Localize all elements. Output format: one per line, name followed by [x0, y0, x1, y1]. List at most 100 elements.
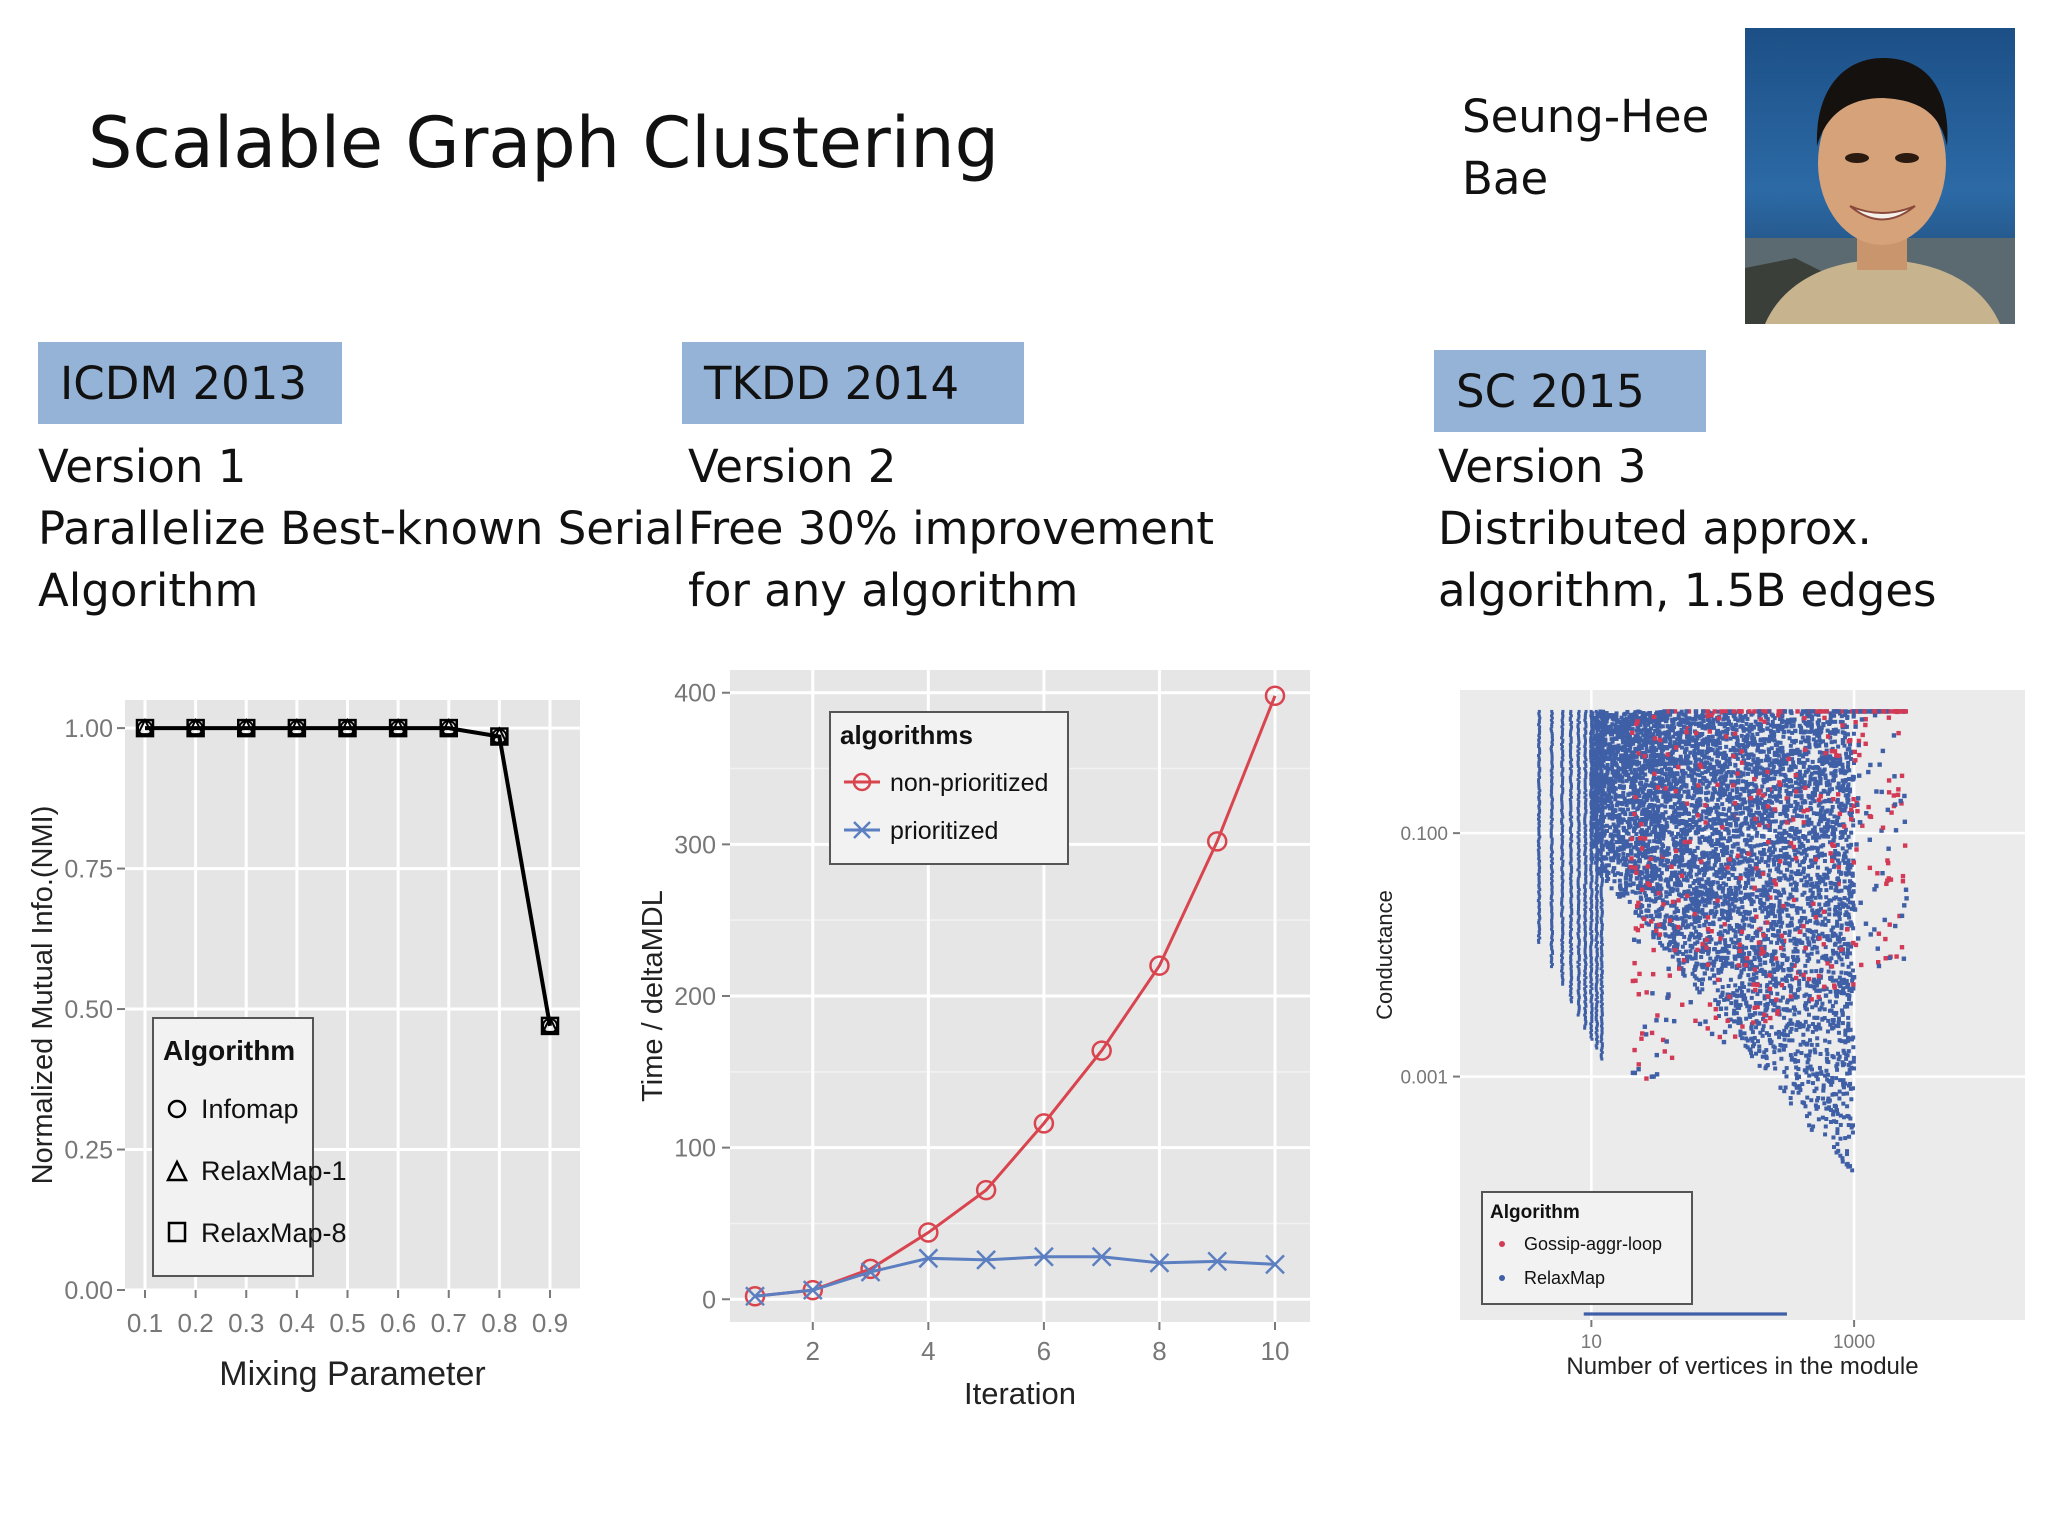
- scatter-point: [1728, 890, 1733, 895]
- scatter-point: [1815, 849, 1820, 854]
- scatter-point: [1618, 845, 1623, 850]
- scatter-point: [1823, 882, 1828, 887]
- scatter-point: [1651, 932, 1656, 937]
- scatter-point: [1616, 776, 1621, 781]
- scatter-point: [1569, 745, 1573, 749]
- scatter-point: [1615, 892, 1620, 897]
- scatter-point: [1655, 758, 1660, 763]
- scatter-point: [1590, 936, 1594, 940]
- scatter-point: [1834, 960, 1839, 965]
- scatter-point: [1584, 956, 1588, 960]
- scatter-point: [1671, 720, 1676, 725]
- scatter-point: [1809, 1127, 1814, 1132]
- scatter-point: [1600, 879, 1604, 883]
- scatter-point: [1834, 1119, 1839, 1124]
- scatter-point: [1569, 826, 1573, 830]
- scatter-point: [1583, 903, 1587, 907]
- scatter-point: [1793, 946, 1798, 951]
- scatter-point: [1560, 907, 1564, 911]
- scatter-point: [1537, 773, 1541, 777]
- scatter-point: [1577, 947, 1581, 951]
- scatter-point: [1799, 940, 1804, 945]
- scatter-point: [1569, 738, 1573, 742]
- scatter-point: [1809, 951, 1814, 956]
- scatter-point: [1583, 894, 1587, 898]
- scatter-point: [1624, 883, 1629, 888]
- scatter-point: [1577, 837, 1581, 841]
- scatter-point: [1600, 1037, 1604, 1041]
- scatter-point: [1584, 837, 1588, 841]
- scatter-point: [1657, 762, 1662, 767]
- scatter-point: [1576, 1013, 1580, 1017]
- scatter-point: [1636, 884, 1641, 889]
- scatter-point: [1781, 1047, 1786, 1052]
- scatter-point: [1599, 888, 1603, 892]
- scatter-point: [1775, 991, 1780, 996]
- scatter-point: [1569, 852, 1573, 856]
- scatter-point: [1700, 749, 1705, 754]
- scatter-point: [1583, 945, 1587, 949]
- scatter-point: [1845, 1028, 1850, 1033]
- scatter-point: [1549, 718, 1553, 722]
- scatter-point: [1787, 933, 1792, 938]
- scatter-point: [1625, 720, 1630, 725]
- scatter-point: [1583, 980, 1587, 984]
- scatter-point: [1590, 762, 1594, 766]
- scatter-point: [1549, 727, 1553, 731]
- scatter-point: [1836, 1020, 1841, 1025]
- scatter-point: [1576, 762, 1580, 766]
- scatter-point: [1600, 991, 1604, 995]
- scatter-point: [1583, 951, 1587, 955]
- scatter-point: [1560, 734, 1564, 738]
- scatter-point: [1750, 769, 1755, 774]
- scatter-point: [1561, 782, 1565, 786]
- scatter-point: [1679, 842, 1684, 847]
- scatter-point: [1577, 905, 1581, 909]
- scatter-point: [1788, 874, 1793, 879]
- tick-label-x: 0.6: [380, 1308, 416, 1338]
- scatter-point: [1590, 938, 1594, 942]
- scatter-point: [1750, 1013, 1755, 1018]
- scatter-point: [1685, 959, 1690, 964]
- scatter-point: [1595, 805, 1600, 810]
- scatter-point: [1847, 887, 1852, 892]
- scatter-point: [1793, 927, 1798, 932]
- scatter-point: [1658, 757, 1663, 762]
- scatter-point: [1696, 919, 1701, 924]
- tick-label-y: 0.50: [64, 996, 113, 1024]
- scatter-point: [1599, 1055, 1603, 1059]
- scatter-point: [1561, 927, 1565, 931]
- scatter-point: [1561, 712, 1565, 716]
- scatter-point: [1762, 901, 1767, 906]
- scatter-point: [1812, 845, 1817, 850]
- scatter-point: [1820, 1115, 1825, 1120]
- scatter-point: [1758, 983, 1763, 988]
- scatter-point: [1583, 749, 1587, 753]
- scatter-point: [1829, 881, 1834, 886]
- scatter-point: [1600, 907, 1604, 911]
- scatter-point: [1760, 766, 1765, 771]
- scatter-point: [1838, 1153, 1843, 1158]
- scatter-point: [1577, 936, 1581, 940]
- scatter-point: [1550, 767, 1554, 771]
- scatter-point: [1598, 747, 1603, 752]
- scatter-point: [1600, 960, 1604, 964]
- scatter-point: [1655, 783, 1660, 788]
- scatter-point: [1650, 889, 1655, 894]
- scatter-point: [1827, 1098, 1832, 1103]
- x-axis-label: Iteration: [964, 1376, 1076, 1411]
- scatter-point: [1537, 712, 1541, 716]
- scatter-point: [1640, 790, 1645, 795]
- scatter-point: [1594, 958, 1598, 962]
- scatter-point: [1569, 806, 1573, 810]
- scatter-point: [1734, 728, 1739, 733]
- scatter-point: [1746, 756, 1751, 761]
- scatter-point: [1609, 785, 1614, 790]
- scatter-point: [1831, 1109, 1836, 1114]
- scatter-point: [1589, 958, 1593, 962]
- scatter-point: [1568, 760, 1572, 764]
- scatter-point: [1788, 892, 1793, 897]
- scatter-point: [1560, 848, 1564, 852]
- scatter-point: [1796, 774, 1801, 779]
- scatter-point: [1560, 813, 1564, 817]
